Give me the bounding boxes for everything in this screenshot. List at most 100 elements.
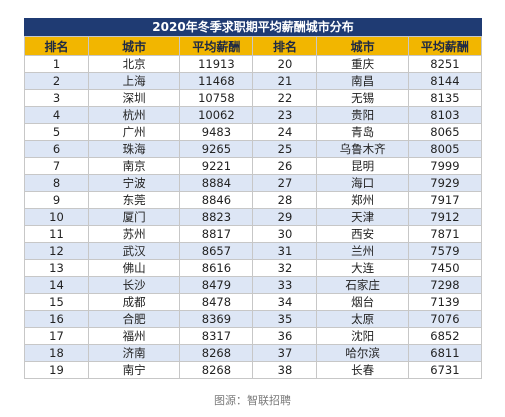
table-row: 18 济南 8268 37 哈尔滨 6811 xyxy=(24,344,483,362)
cell-rank: 33 xyxy=(252,276,318,294)
cell-rank: 36 xyxy=(252,327,318,345)
cell-salary: 8823 xyxy=(179,208,254,226)
cell-rank: 38 xyxy=(252,361,318,379)
cell-city: 烟台 xyxy=(316,293,409,311)
cell-rank: 22 xyxy=(252,89,318,107)
table-row: 16 合肥 8369 35 太原 7076 xyxy=(24,310,483,328)
cell-salary: 7076 xyxy=(407,310,483,328)
table-row: 10 厦门 8823 29 天津 7912 xyxy=(24,208,483,226)
cell-city: 太原 xyxy=(316,310,409,328)
cell-rank: 37 xyxy=(252,344,318,362)
cell-salary: 7912 xyxy=(407,208,483,226)
cell-city: 长春 xyxy=(316,361,409,379)
table-body: 1 北京 11913 20 重庆 8251 2 上海 11468 21 南昌 8144 3 深圳 10758… xyxy=(24,55,483,379)
table-row: 8 宁波 8884 27 海口 7929 xyxy=(24,174,483,192)
table-row: 5 广州 9483 24 青岛 8065 xyxy=(24,123,483,141)
cell-salary: 8135 xyxy=(407,89,483,107)
cell-salary: 10758 xyxy=(179,89,254,107)
cell-rank: 2 xyxy=(24,72,89,90)
cell-rank: 1 xyxy=(24,55,89,73)
cell-city: 哈尔滨 xyxy=(316,344,409,362)
cell-rank: 9 xyxy=(24,191,89,209)
cell-city: 北京 xyxy=(87,55,181,73)
cell-city: 东莞 xyxy=(87,191,181,209)
cell-salary: 8251 xyxy=(407,55,483,73)
cell-salary: 8144 xyxy=(407,72,483,90)
cell-salary: 7298 xyxy=(407,276,483,294)
cell-city: 广州 xyxy=(87,123,181,141)
cell-salary: 7579 xyxy=(407,242,483,260)
cell-rank: 25 xyxy=(252,140,318,158)
cell-city: 佛山 xyxy=(87,259,181,277)
table-row: 3 深圳 10758 22 无锡 8135 xyxy=(24,89,483,107)
cell-city: 乌鲁木齐 xyxy=(316,140,409,158)
cell-rank: 3 xyxy=(24,89,89,107)
cell-salary: 8065 xyxy=(407,123,483,141)
cell-city: 贵阳 xyxy=(316,106,409,124)
cell-rank: 30 xyxy=(252,225,318,243)
header-salary-right: 平均薪酬 xyxy=(407,36,483,56)
table-row: 15 成都 8478 34 烟台 7139 xyxy=(24,293,483,311)
cell-rank: 18 xyxy=(24,344,89,362)
cell-salary: 9483 xyxy=(179,123,254,141)
cell-city: 南京 xyxy=(87,157,181,175)
salary-table: 排名 城市 平均薪酬 排名 城市 平均薪酬 1 北京 11913 20 重庆 8251 2 上… xyxy=(24,36,483,379)
cell-city: 沈阳 xyxy=(316,327,409,345)
cell-rank: 4 xyxy=(24,106,89,124)
header-city-left: 城市 xyxy=(87,36,181,56)
cell-rank: 17 xyxy=(24,327,89,345)
cell-rank: 32 xyxy=(252,259,318,277)
cell-rank: 6 xyxy=(24,140,89,158)
cell-rank: 35 xyxy=(252,310,318,328)
cell-rank: 34 xyxy=(252,293,318,311)
table-row: 7 南京 9221 26 昆明 7999 xyxy=(24,157,483,175)
cell-salary: 8479 xyxy=(179,276,254,294)
cell-salary: 9265 xyxy=(179,140,254,158)
cell-salary: 11913 xyxy=(179,55,254,73)
cell-salary: 9221 xyxy=(179,157,254,175)
cell-rank: 27 xyxy=(252,174,318,192)
cell-city: 昆明 xyxy=(316,157,409,175)
salary-table-container: 2020年冬季求职期平均薪酬城市分布 排名 城市 平均薪酬 排名 城市 平均薪酬… xyxy=(24,18,483,379)
table-row: 4 杭州 10062 23 贵阳 8103 xyxy=(24,106,483,124)
cell-city: 大连 xyxy=(316,259,409,277)
cell-salary: 8616 xyxy=(179,259,254,277)
cell-salary: 7450 xyxy=(407,259,483,277)
cell-salary: 8478 xyxy=(179,293,254,311)
cell-city: 无锡 xyxy=(316,89,409,107)
cell-salary: 6811 xyxy=(407,344,483,362)
cell-rank: 19 xyxy=(24,361,89,379)
table-row: 6 珠海 9265 25 乌鲁木齐 8005 xyxy=(24,140,483,158)
cell-salary: 8657 xyxy=(179,242,254,260)
table-row: 17 福州 8317 36 沈阳 6852 xyxy=(24,327,483,345)
cell-salary: 6852 xyxy=(407,327,483,345)
cell-rank: 12 xyxy=(24,242,89,260)
table-row: 13 佛山 8616 32 大连 7450 xyxy=(24,259,483,277)
cell-salary: 8369 xyxy=(179,310,254,328)
cell-salary: 8317 xyxy=(179,327,254,345)
cell-city: 珠海 xyxy=(87,140,181,158)
cell-salary: 7917 xyxy=(407,191,483,209)
cell-city: 兰州 xyxy=(316,242,409,260)
cell-salary: 8005 xyxy=(407,140,483,158)
cell-city: 南宁 xyxy=(87,361,181,379)
cell-rank: 11 xyxy=(24,225,89,243)
cell-city: 宁波 xyxy=(87,174,181,192)
cell-city: 长沙 xyxy=(87,276,181,294)
header-rank-right: 排名 xyxy=(252,36,318,56)
cell-rank: 20 xyxy=(252,55,318,73)
cell-city: 青岛 xyxy=(316,123,409,141)
header-city-right: 城市 xyxy=(316,36,409,56)
cell-rank: 7 xyxy=(24,157,89,175)
cell-salary: 10062 xyxy=(179,106,254,124)
cell-salary: 8846 xyxy=(179,191,254,209)
cell-salary: 7929 xyxy=(407,174,483,192)
cell-rank: 5 xyxy=(24,123,89,141)
cell-city: 济南 xyxy=(87,344,181,362)
cell-rank: 31 xyxy=(252,242,318,260)
cell-city: 厦门 xyxy=(87,208,181,226)
cell-rank: 8 xyxy=(24,174,89,192)
cell-rank: 21 xyxy=(252,72,318,90)
header-rank-left: 排名 xyxy=(24,36,89,56)
cell-salary: 11468 xyxy=(179,72,254,90)
